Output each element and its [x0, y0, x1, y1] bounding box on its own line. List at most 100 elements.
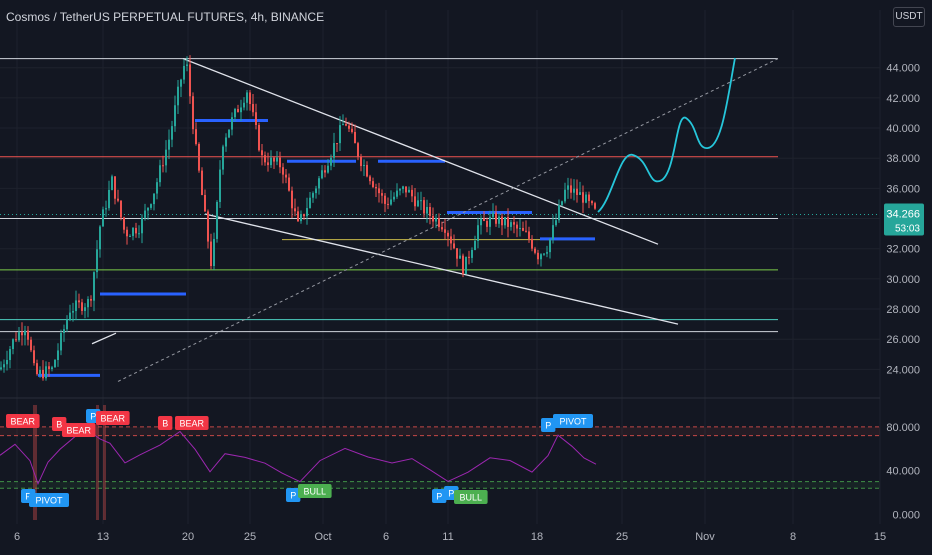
candle-body — [477, 225, 479, 241]
p-label-text: P — [290, 491, 296, 501]
candle-body — [285, 174, 287, 178]
candle-body — [510, 222, 512, 227]
candle-body — [135, 227, 137, 234]
candle-body — [459, 255, 461, 259]
candle-body — [474, 240, 476, 251]
candle-body — [156, 182, 158, 194]
candle-body — [387, 203, 389, 205]
candle-body — [114, 176, 116, 199]
time-tick-label: 25 — [616, 531, 628, 543]
candle-body — [594, 203, 596, 209]
candle-body — [447, 232, 449, 237]
candle-body — [60, 333, 62, 351]
candle-body — [567, 185, 569, 190]
p-label-text: P — [436, 492, 442, 502]
upper-trendline — [182, 58, 659, 245]
candle-body — [561, 201, 563, 206]
bull-label-box — [454, 490, 488, 504]
candle-body — [342, 124, 344, 126]
candle-body — [72, 311, 74, 313]
candle-body — [6, 360, 8, 365]
candle-body — [144, 210, 146, 218]
candle-body — [30, 339, 32, 351]
candle-body — [321, 170, 323, 179]
candle-body — [87, 299, 89, 308]
candle-body — [489, 216, 491, 227]
candle-body — [141, 217, 143, 234]
grid — [0, 10, 881, 524]
candle-body — [246, 92, 248, 103]
axes: 44.00042.00040.00038.00036.00034.00032.0… — [14, 63, 924, 543]
bear-label: BEAR — [6, 414, 40, 428]
candle-body — [105, 208, 107, 210]
candle-body — [291, 190, 293, 209]
short-trendline — [91, 332, 117, 345]
candle-body — [108, 189, 110, 209]
currency-button[interactable]: USDT — [893, 7, 925, 27]
candle-body — [33, 350, 35, 364]
p-label: P — [432, 489, 447, 503]
candle-body — [198, 144, 200, 171]
candle-body — [540, 254, 542, 260]
candle-body — [348, 125, 350, 129]
candle-body — [177, 86, 179, 106]
lower-trendline — [204, 213, 679, 325]
candle-body — [558, 205, 560, 221]
b-label: B — [158, 416, 173, 430]
candle-body — [21, 332, 23, 336]
candle-body — [66, 319, 68, 330]
candle-body — [525, 230, 527, 232]
candle-body — [330, 157, 332, 166]
price-tick-label: 36.000 — [886, 183, 920, 195]
pivot-label: PIVOT — [553, 414, 593, 428]
time-tick-label: 11 — [442, 531, 453, 543]
candle-body — [522, 227, 524, 231]
candle-body — [168, 139, 170, 150]
candle-body — [507, 217, 509, 227]
candle-body — [237, 109, 239, 113]
candle-body — [279, 157, 281, 168]
candle-body — [204, 194, 206, 212]
candle-body — [573, 188, 575, 193]
pivot-label-box — [29, 493, 69, 507]
candle-body — [249, 92, 251, 105]
candle-body — [48, 366, 50, 370]
bull-label-text: BULL — [460, 493, 483, 503]
bear-label-box — [96, 411, 130, 425]
candle-body — [306, 208, 308, 217]
countdown-label: 53:03 — [895, 224, 920, 235]
candle-body — [78, 300, 80, 303]
forecast-line — [597, 57, 736, 213]
candle-body — [576, 188, 578, 195]
candle-body — [183, 65, 185, 80]
candle-body — [129, 236, 131, 238]
time-tick-label: 13 — [97, 531, 109, 543]
candle-body — [171, 126, 173, 140]
candle-body — [549, 239, 551, 253]
price-tick-label: 24.000 — [886, 364, 920, 376]
candle-body — [378, 188, 380, 194]
candle-body — [534, 248, 536, 253]
candle-body — [261, 150, 263, 156]
candle-body — [192, 96, 194, 130]
candle-body — [54, 359, 56, 368]
time-tick-label: Nov — [695, 531, 715, 543]
indicator-tick-label: 80.000 — [886, 422, 920, 434]
price-tick-label: 26.000 — [886, 334, 920, 346]
candle-body — [303, 214, 305, 217]
candle-body — [297, 211, 299, 222]
candle-body — [375, 186, 377, 189]
candle-body — [333, 143, 335, 158]
candle-body — [81, 302, 83, 311]
candle-body — [369, 176, 371, 182]
candle-body — [327, 165, 329, 173]
signal-bar — [33, 405, 37, 520]
candle-body — [186, 64, 188, 66]
candle-body — [15, 339, 17, 341]
candle-body — [411, 189, 413, 197]
candle-body — [585, 194, 587, 203]
candle-body — [579, 192, 581, 195]
